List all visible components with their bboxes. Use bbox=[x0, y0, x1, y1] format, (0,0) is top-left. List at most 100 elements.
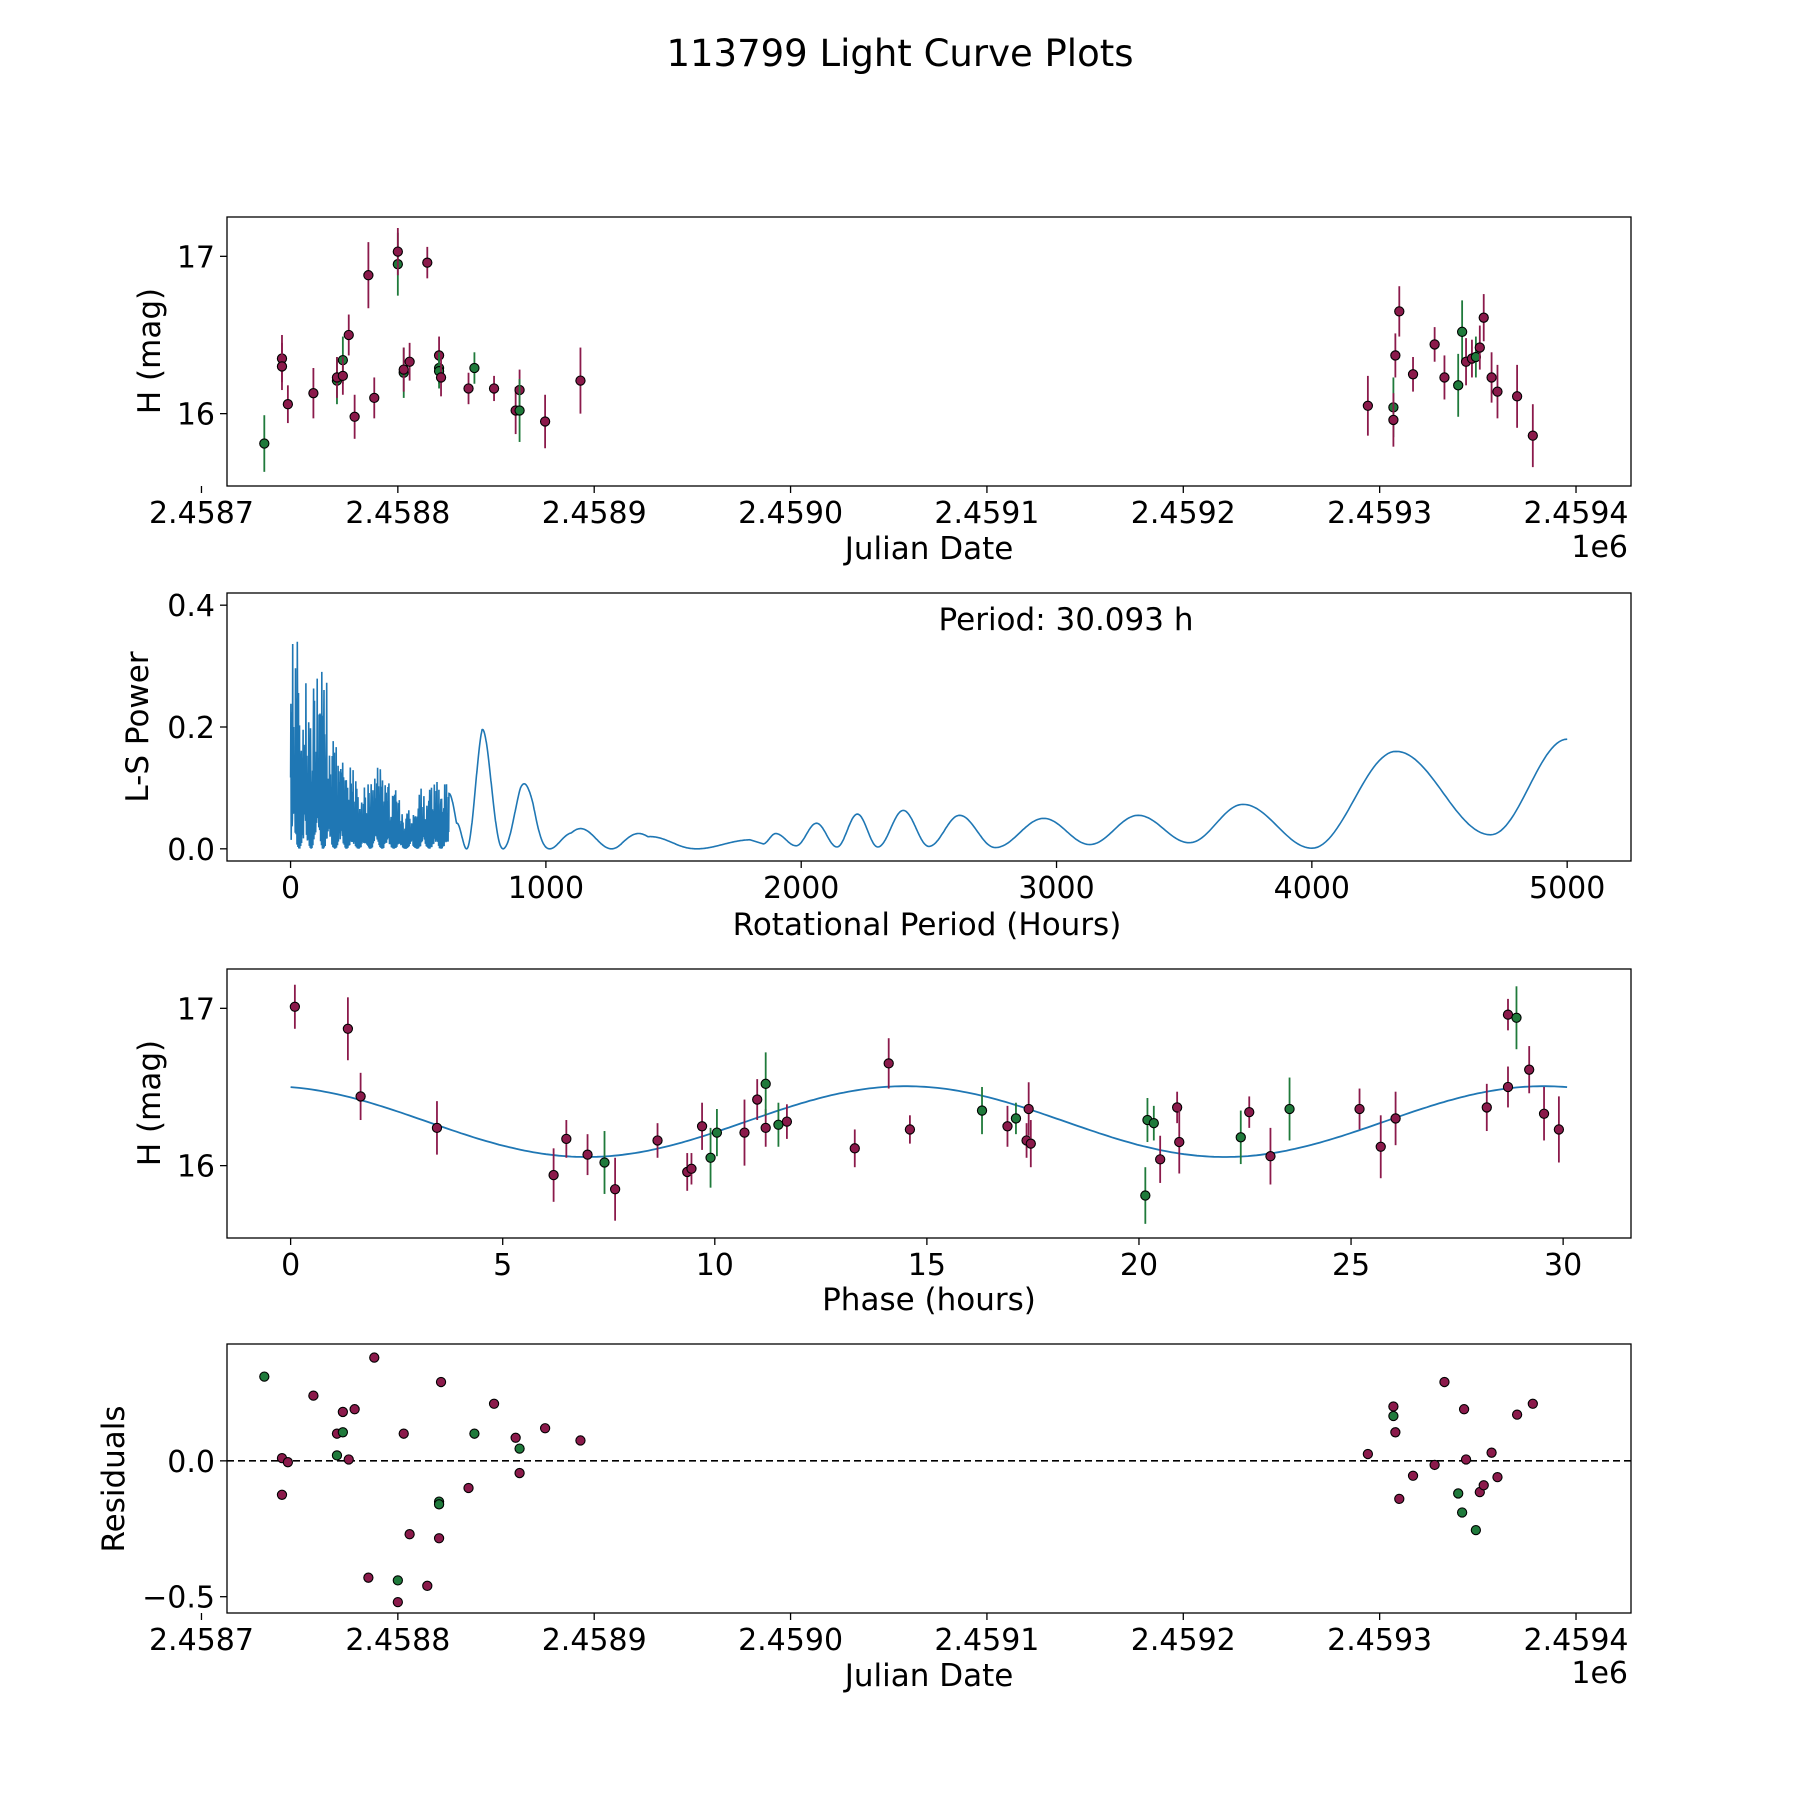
data-point bbox=[1362, 400, 1374, 411]
data-point bbox=[539, 1423, 551, 1434]
data-point bbox=[760, 1122, 771, 1134]
folded-x-label: Phase (hours) bbox=[822, 1282, 1036, 1318]
periodogram-panel: 0 1000 2000 3000 4000 5000 0.0 0.2 0.4 Period: 3… bbox=[120, 589, 1632, 943]
data-point bbox=[282, 399, 294, 410]
lightcurve-x-tick-label: 2.4591 bbox=[934, 496, 1039, 531]
residuals-x-tick-label: 2.4588 bbox=[345, 1623, 450, 1658]
data-point bbox=[1025, 1138, 1036, 1149]
data-point bbox=[711, 1127, 723, 1138]
folded-x-tick-label: 10 bbox=[696, 1248, 734, 1283]
data-point bbox=[652, 1135, 663, 1146]
data-point bbox=[1458, 1404, 1470, 1415]
power-spectrum-line bbox=[289, 641, 1568, 850]
data-point bbox=[259, 438, 270, 449]
folded-x-tick-label: 25 bbox=[1332, 1248, 1370, 1283]
data-point bbox=[1478, 1480, 1489, 1491]
data-point bbox=[433, 1533, 445, 1544]
data-point bbox=[1478, 312, 1489, 323]
data-point bbox=[1140, 1190, 1151, 1201]
lightcurve-y-tick-label: 17 bbox=[177, 240, 215, 275]
data-point bbox=[548, 1169, 559, 1181]
data-point bbox=[696, 1121, 708, 1132]
figure-title: 113799 Light Curve Plots bbox=[666, 32, 1133, 75]
periodogram-x-tick-label: 5000 bbox=[1529, 871, 1605, 906]
data-point bbox=[463, 1482, 474, 1494]
data-point bbox=[488, 1398, 500, 1409]
data-point bbox=[1474, 342, 1485, 353]
data-point bbox=[1002, 1121, 1013, 1132]
data-point bbox=[1023, 1103, 1034, 1115]
data-point bbox=[337, 1427, 349, 1438]
data-point bbox=[1155, 1154, 1166, 1165]
period-annotation: Period: 30.093 h bbox=[939, 602, 1194, 638]
data-point bbox=[883, 1058, 894, 1069]
data-point bbox=[1390, 1113, 1401, 1124]
residuals-frame bbox=[226, 1343, 1632, 1614]
data-point bbox=[1171, 1102, 1183, 1113]
residuals-x-tick-label: 2.4594 bbox=[1524, 1623, 1629, 1658]
data-point bbox=[1388, 414, 1399, 426]
lightcurve-x-tick-label: 2.4594 bbox=[1524, 496, 1629, 531]
data-point bbox=[276, 1489, 288, 1500]
data-point bbox=[514, 1443, 525, 1454]
data-point bbox=[363, 270, 374, 281]
residuals-x-tick-label: 2.4590 bbox=[738, 1623, 843, 1658]
data-point bbox=[1492, 386, 1503, 397]
periodogram-y-label: L-S Power bbox=[120, 651, 156, 802]
data-point bbox=[1265, 1151, 1276, 1162]
data-point bbox=[342, 1023, 354, 1034]
data-point bbox=[337, 370, 349, 382]
data-point bbox=[463, 383, 474, 394]
folded-x-tick-label: 20 bbox=[1120, 1248, 1158, 1283]
data-point bbox=[1439, 1376, 1450, 1388]
folded-frame bbox=[226, 968, 1632, 1239]
data-point bbox=[739, 1127, 750, 1138]
data-point bbox=[1511, 391, 1523, 402]
data-point bbox=[1362, 1448, 1374, 1460]
data-point bbox=[337, 1406, 349, 1418]
data-point bbox=[1284, 1103, 1295, 1115]
data-point bbox=[609, 1184, 621, 1195]
data-point bbox=[1174, 1136, 1185, 1148]
data-point bbox=[369, 1352, 380, 1363]
data-point bbox=[1394, 306, 1405, 317]
data-point bbox=[1148, 1118, 1159, 1129]
data-point bbox=[1235, 1132, 1246, 1143]
data-point bbox=[1553, 1124, 1565, 1135]
data-point bbox=[510, 1432, 521, 1443]
data-point bbox=[422, 257, 433, 268]
folded-x-tick-label: 15 bbox=[908, 1248, 946, 1283]
residuals-x-tick-label: 2.4592 bbox=[1131, 1623, 1236, 1658]
data-point bbox=[488, 383, 500, 394]
data-point bbox=[1429, 339, 1440, 350]
residuals-panel: 2.4587 2.4588 2.4589 2.4590 2.4591 2.4592 2.45… bbox=[96, 1343, 1632, 1694]
data-point bbox=[582, 1149, 593, 1160]
data-point bbox=[1481, 1102, 1492, 1113]
folded-x-tick-label: 30 bbox=[1544, 1248, 1582, 1283]
data-point bbox=[343, 329, 354, 341]
folded-y-tick-label: 17 bbox=[177, 992, 215, 1027]
residuals-y-tick-label: 0.0 bbox=[167, 1445, 215, 1480]
data-point bbox=[392, 246, 403, 257]
data-point bbox=[398, 364, 409, 375]
residuals-y-label: Residuals bbox=[96, 1405, 132, 1552]
data-point bbox=[422, 1580, 433, 1591]
residuals-x-label: Julian Date bbox=[843, 1658, 1014, 1694]
data-point bbox=[539, 416, 551, 427]
data-point bbox=[1511, 1409, 1523, 1420]
data-point bbox=[1460, 1454, 1472, 1465]
data-point bbox=[331, 1450, 343, 1461]
data-point bbox=[259, 1371, 270, 1382]
data-point bbox=[1453, 1488, 1464, 1499]
data-point bbox=[1527, 430, 1538, 441]
data-point bbox=[1388, 1401, 1399, 1412]
lightcurve-x-tick-label: 2.4589 bbox=[542, 496, 647, 531]
residuals-y-tick-label: −0.5 bbox=[142, 1581, 215, 1616]
data-point bbox=[349, 1404, 360, 1415]
data-point bbox=[1390, 1427, 1401, 1438]
data-point bbox=[1538, 1108, 1550, 1119]
data-point bbox=[1486, 1447, 1497, 1458]
residuals-x-tick-label: 2.4587 bbox=[149, 1623, 254, 1658]
folded-y-tick-label: 16 bbox=[177, 1150, 215, 1185]
periodogram-y-tick-label: 0.0 bbox=[167, 833, 215, 868]
